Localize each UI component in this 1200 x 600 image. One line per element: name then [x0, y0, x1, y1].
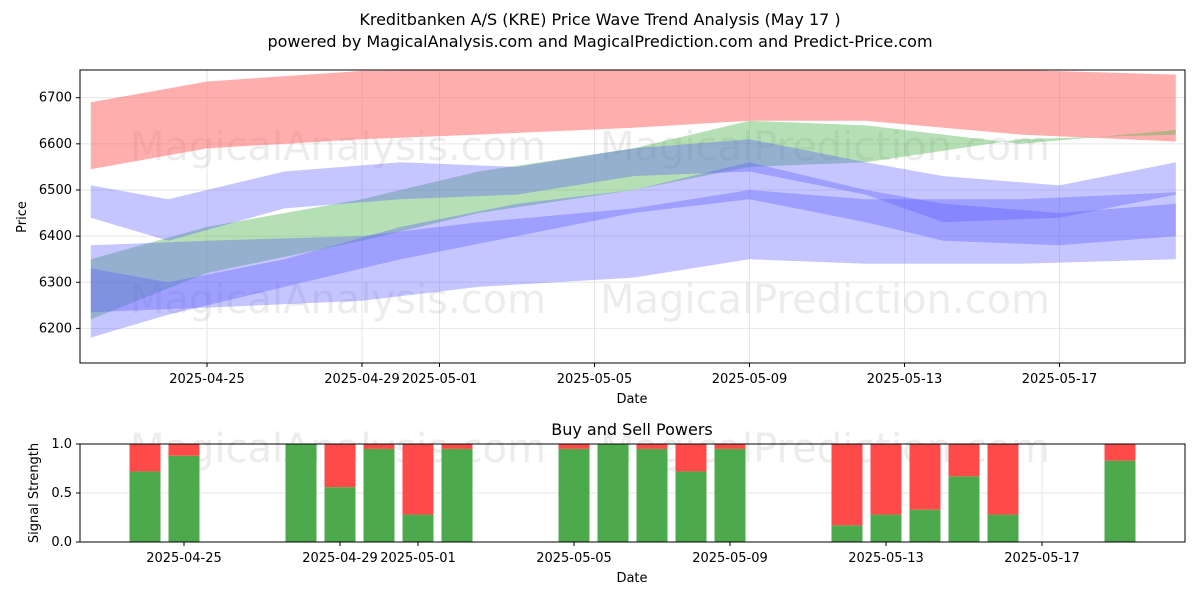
- signal-x-tick-label: 2025-04-29: [302, 551, 378, 566]
- buy-power-bar: [168, 455, 200, 542]
- price-y-tick-label: 6600: [39, 137, 72, 152]
- signal-x-tick-label: 2025-05-17: [1004, 551, 1080, 566]
- price-plot-frame: [79, 69, 1186, 364]
- buy-power-bar: [285, 444, 317, 542]
- signal-chart-title: Buy and Sell Powers: [551, 420, 713, 439]
- price-band-red-0: [90, 70, 1176, 170]
- sell-power-bar: [324, 444, 356, 488]
- sell-power-bar: [675, 444, 707, 472]
- signal-x-tick-label: 2025-05-13: [848, 551, 924, 566]
- signal-x-tick-label: 2025-05-01: [380, 551, 456, 566]
- price-band-blue-4: [90, 139, 1176, 241]
- price-x-tick-label: 2025-05-09: [712, 372, 788, 387]
- price-x-tick-label: 2025-05-01: [402, 372, 478, 387]
- buy-power-bar: [129, 471, 161, 542]
- buy-power-bar: [558, 448, 590, 542]
- watermark-prediction-mid: MagicalPrediction.com: [600, 277, 1050, 323]
- sell-power-bar: [909, 444, 941, 510]
- price-x-tick-label: 2025-04-29: [324, 372, 400, 387]
- signal-x-tick-label: 2025-05-05: [536, 551, 612, 566]
- buy-power-bar: [675, 471, 707, 542]
- signal-bars: [129, 444, 1136, 542]
- signal-ticks: 0.0 0.5 1.0 2025-04-25 2025-04-29 2025-05-01 2…: [51, 437, 1079, 566]
- price-y-axis-label: Price: [15, 201, 30, 233]
- price-x-axis-label: Date: [616, 392, 647, 407]
- sell-power-bar: [948, 444, 980, 477]
- buy-power-bar: [909, 509, 941, 542]
- signal-x-tick-label: 2025-05-09: [692, 551, 768, 566]
- price-bands: [90, 70, 1176, 338]
- sell-power-bar: [558, 444, 590, 449]
- price-panel: MagicalAnalysis.com MagicalPrediction.co…: [15, 69, 1186, 407]
- signal-y-tick-label: 1.0: [51, 437, 72, 452]
- signal-y-tick-label: 0.0: [51, 535, 72, 550]
- buy-power-bar: [714, 448, 746, 542]
- price-ticks: 6200 6300 6400 6500 6600 6700 2025-04-25 2025-0…: [39, 91, 1097, 387]
- price-x-tick-label: 2025-05-05: [557, 372, 633, 387]
- price-band-blue-3: [90, 162, 1176, 338]
- sell-power-bar: [363, 444, 395, 449]
- sell-power-bar: [168, 444, 200, 456]
- signal-x-tick-label: 2025-04-25: [146, 551, 222, 566]
- buy-power-bar: [870, 514, 902, 542]
- buy-power-bar: [636, 448, 668, 542]
- sell-power-bar: [870, 444, 902, 515]
- signal-y-tick-label: 0.5: [51, 486, 72, 501]
- buy-power-bar: [831, 525, 863, 542]
- price-y-tick-label: 6300: [39, 275, 72, 290]
- buy-power-bar: [948, 476, 980, 542]
- buy-power-bar: [324, 487, 356, 542]
- sell-power-bar: [714, 444, 746, 449]
- chart-title-line-1: Kreditbanken A/S (KRE) Price Wave Trend …: [359, 10, 840, 29]
- sell-power-bar: [831, 444, 863, 526]
- buy-power-bar: [987, 514, 1019, 542]
- price-x-tick-label: 2025-05-17: [1022, 372, 1098, 387]
- watermark-analysis-mid: MagicalAnalysis.com: [130, 277, 546, 323]
- buy-power-bar: [597, 444, 629, 542]
- sell-power-bar: [441, 444, 473, 449]
- buy-power-bar: [1104, 460, 1136, 542]
- signal-y-axis-label: Signal Strength: [27, 443, 42, 543]
- price-x-tick-label: 2025-04-25: [169, 372, 245, 387]
- buy-power-bar: [402, 514, 434, 542]
- price-y-tick-label: 6200: [39, 321, 72, 336]
- signal-panel: Buy and Sell Powers MagicalAnalysis.com …: [27, 420, 1186, 586]
- buy-power-bar: [363, 448, 395, 542]
- sell-power-bar: [636, 444, 668, 449]
- buy-power-bar: [441, 448, 473, 542]
- price-band-green-1: [90, 120, 1176, 320]
- price-y-tick-label: 6500: [39, 183, 72, 198]
- chart-title-line-2: powered by MagicalAnalysis.com and Magic…: [267, 32, 932, 51]
- watermark-prediction-top: MagicalPrediction.com: [600, 124, 1050, 170]
- signal-x-axis-label: Date: [616, 571, 647, 586]
- sell-power-bar: [402, 444, 434, 515]
- price-y-tick-label: 6700: [39, 91, 72, 106]
- price-y-tick-label: 6400: [39, 229, 72, 244]
- sell-power-bar: [129, 444, 161, 472]
- sell-power-bar: [1104, 444, 1136, 461]
- sell-power-bar: [987, 444, 1019, 515]
- price-x-tick-label: 2025-05-13: [867, 372, 943, 387]
- price-band-blue-2: [90, 190, 1176, 313]
